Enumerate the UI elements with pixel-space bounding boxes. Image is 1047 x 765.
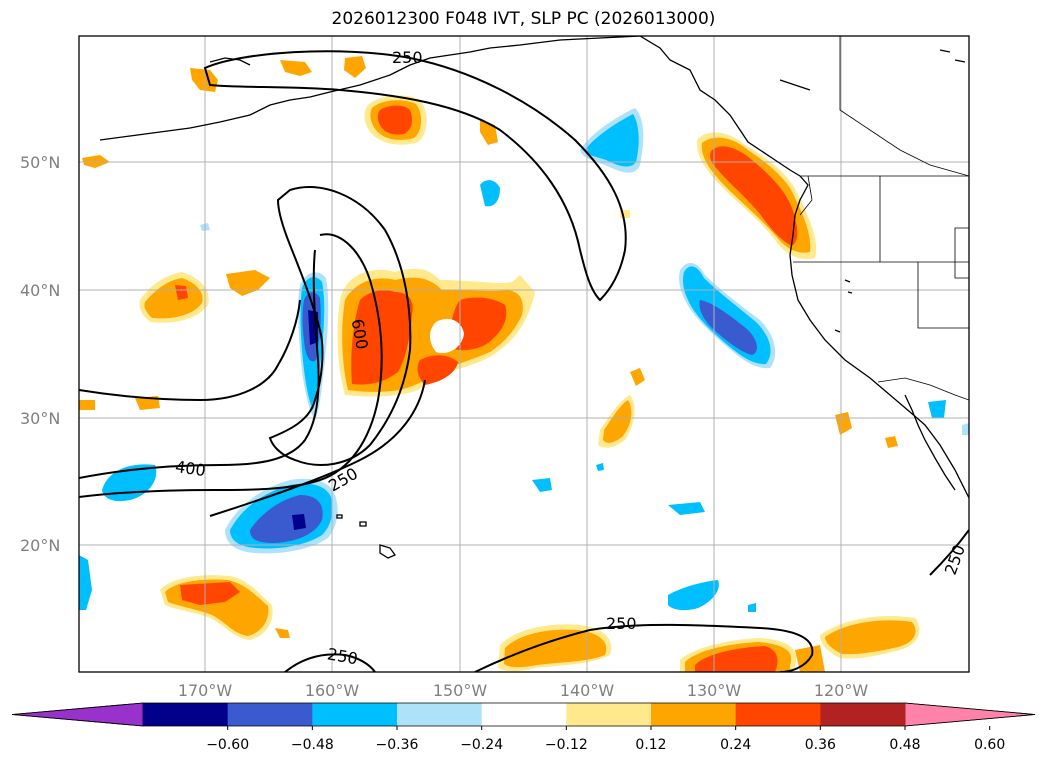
lon-label-150w: 150°W (433, 681, 488, 700)
positive-anomaly-region (695, 646, 778, 672)
negative-anomaly-region (79, 555, 92, 610)
colorbar-segment (227, 703, 313, 726)
negative-anomaly-region (928, 400, 946, 418)
colorbar-segment (312, 703, 398, 726)
positive-anomaly-region (710, 146, 798, 246)
colorbar-tick-label: 0.60 (974, 737, 1005, 753)
slp-contours (79, 50, 969, 672)
lon-label-160w: 160°W (305, 681, 360, 700)
negative-anomaly-region (748, 603, 756, 612)
positive-anomaly-region (630, 368, 645, 386)
colorbar-extend-low (11, 702, 144, 727)
negative-anomaly-region (668, 580, 719, 611)
colorbar-segment (820, 703, 906, 726)
positive-anomaly-region (344, 56, 366, 78)
positive-anomaly-region (175, 285, 188, 300)
graticule (79, 36, 969, 672)
colorbar: −0.60 −0.48 −0.36 −0.24 −0.12 0.12 0.24 0.36 0.4… (11, 702, 1036, 753)
map-title: 2026012300 F048 IVT, SLP PC (2026013000) (331, 9, 716, 29)
colorbar-tick-label: −0.24 (460, 737, 503, 753)
positive-anomaly-region (79, 400, 95, 410)
negative-anomaly-region (250, 495, 323, 543)
negative-anomaly-region (668, 502, 705, 515)
colorbar-segment (566, 703, 652, 726)
colorbar-segment (735, 703, 821, 726)
colorbar-outline (11, 702, 1036, 727)
positive-anomaly-region (885, 436, 898, 448)
contour-label: 400 (174, 457, 207, 480)
neutral-hole (430, 318, 464, 354)
positive-anomaly-region (417, 355, 458, 385)
colorbar-tick-label: 0.36 (805, 737, 836, 753)
coastlines (99, 36, 969, 559)
lat-label-20n: 20°N (20, 536, 60, 555)
negative-anomaly-region (532, 478, 552, 492)
political-borders (793, 36, 969, 401)
colorbar-tick-label: 0.48 (889, 737, 920, 753)
lat-label-50n: 50°N (20, 153, 60, 172)
colorbar-tick-label: −0.48 (291, 737, 334, 753)
lon-label-120w: 120°W (814, 681, 869, 700)
positive-anomaly-region (280, 60, 312, 76)
colorbar-segment (143, 703, 229, 726)
lon-label-140w: 140°W (560, 681, 615, 700)
negative-anomaly-region (962, 423, 969, 435)
colorbar-segment (397, 703, 483, 726)
positive-anomaly-region (144, 278, 203, 319)
lat-label-40n: 40°N (20, 281, 60, 300)
negative-anomaly-region (480, 180, 500, 207)
contour-label: 250 (606, 614, 637, 633)
positive-anomaly-region (603, 400, 632, 443)
colorbar-segment (481, 703, 567, 726)
colorbar-tick-label: −0.12 (545, 737, 588, 753)
map-border (78, 35, 970, 673)
positive-anomaly-region (351, 290, 413, 385)
positive-anomaly-region (504, 629, 607, 668)
colorbar-tick-label: 0.12 (635, 737, 666, 753)
negative-anomaly-region (596, 463, 604, 471)
colorbar-tick-label: −0.60 (206, 737, 249, 753)
positive-anomaly-region (135, 396, 160, 410)
positive-anomaly-region (377, 105, 412, 135)
contour-label: 250 (392, 48, 423, 67)
lon-label-170w: 170°W (178, 681, 233, 700)
colorbar-tick-label: 0.24 (720, 737, 751, 753)
colorbar-extend-high (904, 702, 1036, 727)
ivt-anomaly-fills (79, 56, 969, 672)
negative-anomaly-region (585, 114, 639, 167)
positive-anomaly-region (180, 582, 240, 605)
positive-anomaly-region (275, 628, 290, 638)
positive-anomaly-region (825, 620, 916, 655)
negative-anomaly-region (292, 514, 306, 530)
colorbar-tick-label: −0.36 (376, 737, 419, 753)
map-area (79, 36, 969, 672)
lon-label-130w: 130°W (687, 681, 742, 700)
lat-label-30n: 30°N (20, 409, 60, 428)
colorbar-segment (651, 703, 737, 726)
